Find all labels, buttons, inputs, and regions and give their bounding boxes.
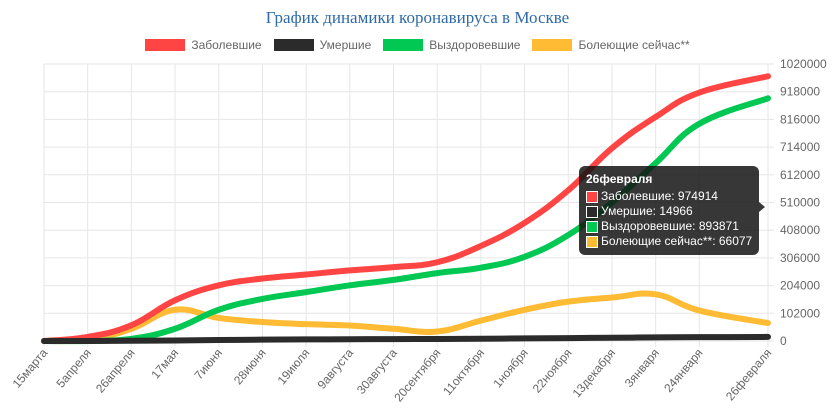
- x-tick-label: 17мая: [148, 346, 181, 382]
- legend-label: Болеющие сейчас**: [578, 38, 690, 52]
- series-line-3: [41, 290, 771, 345]
- tooltip-row: Умершие: 14966: [586, 204, 752, 219]
- legend: Заболевшие Умершие Выздоровевшие Болеющи…: [0, 38, 835, 52]
- x-tick-label: 3января: [622, 346, 662, 390]
- x-tick-label: 30августа: [354, 346, 400, 397]
- x-tick-label: 11октября: [440, 346, 487, 398]
- x-tick-label: 26февраля: [723, 346, 774, 403]
- tooltip: 26февраля Заболевшие: 974914 Умершие: 14…: [579, 166, 760, 255]
- tooltip-value: Выздоровевшие: 893871: [601, 219, 739, 233]
- y-tick-label: 510000: [780, 196, 820, 210]
- x-tick-label: 24января: [661, 346, 705, 395]
- tooltip-title: 26февраля: [586, 172, 653, 186]
- chart-title: График динамики коронавируса в Москве: [265, 8, 570, 27]
- legend-label: Выздоровевшие: [429, 38, 521, 52]
- y-tick-label: 204000: [780, 279, 820, 293]
- y-tick-label: 918000: [780, 85, 820, 99]
- series-line-0: [41, 73, 771, 344]
- legend-item-deaths[interactable]: Умершие: [273, 38, 372, 52]
- tooltip-value: Умершие: 14966: [601, 204, 693, 218]
- y-tick-label: 0: [780, 334, 787, 348]
- tooltip-value: Болеющие сейчас**: 66077: [601, 234, 753, 248]
- y-tick-label: 816000: [780, 112, 820, 126]
- tooltip-row: Заболевшие: 974914: [586, 189, 752, 204]
- legend-item-active[interactable]: Болеющие сейчас**: [532, 38, 690, 52]
- y-tick-label: 306000: [780, 251, 820, 265]
- series-line-1: [41, 333, 771, 344]
- y-tick-label: 612000: [780, 168, 820, 182]
- legend-item-recovered[interactable]: Выздоровевшие: [383, 38, 520, 52]
- x-tick-label: 1ноября: [490, 346, 531, 391]
- legend-swatch: [145, 39, 186, 51]
- legend-label: Умершие: [319, 38, 372, 52]
- y-tick-label: 408000: [780, 223, 820, 237]
- legend-swatch: [273, 39, 314, 51]
- legend-item-infected[interactable]: Заболевшие: [145, 38, 262, 52]
- legend-swatch: [383, 39, 424, 51]
- x-tick-label: 9августа: [315, 346, 357, 392]
- x-tick-label: 7июня: [192, 346, 226, 382]
- legend-label: Заболевшие: [191, 38, 262, 52]
- y-tick-label: 102000: [780, 306, 820, 320]
- tooltip-caret: [759, 202, 765, 212]
- tooltip-value: Заболевшие: 974914: [601, 189, 718, 203]
- x-tick-label: 26апреля: [93, 346, 138, 396]
- y-tick-label: 1020000: [780, 57, 827, 71]
- x-tick-label: 5апреля: [54, 346, 94, 390]
- tooltip-row: Болеющие сейчас**: 66077: [586, 234, 752, 249]
- x-tick-label: 22ноября: [530, 346, 575, 396]
- y-tick-label: 714000: [780, 140, 820, 154]
- x-tick-label: 19июля: [275, 346, 313, 387]
- x-tick-label: 28июня: [231, 346, 269, 387]
- legend-swatch: [532, 39, 573, 51]
- tooltip-row: Выздоровевшие: 893871: [586, 219, 752, 234]
- x-tick-label: 15марта: [10, 346, 51, 391]
- x-tick-label: 13декабря: [570, 346, 619, 400]
